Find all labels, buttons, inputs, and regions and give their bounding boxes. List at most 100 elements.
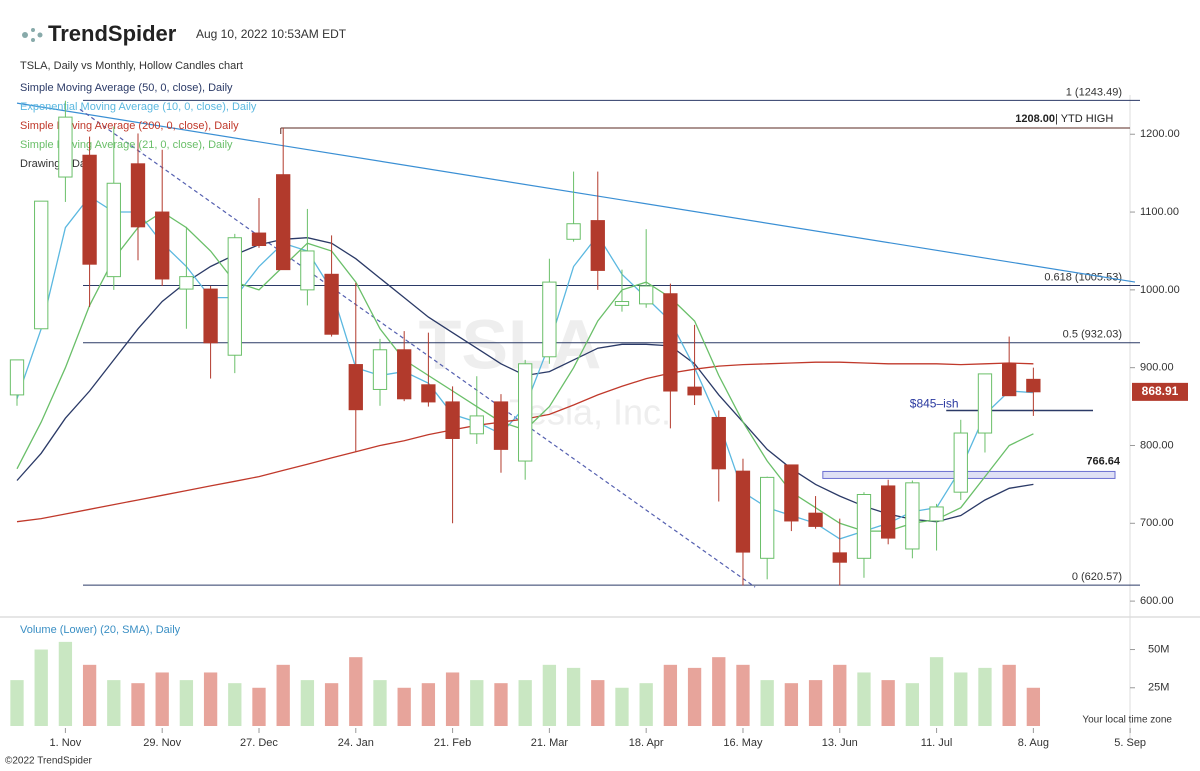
volume-bar bbox=[663, 664, 678, 726]
x-tick-label: 1. Nov bbox=[49, 737, 81, 749]
candle-body bbox=[82, 154, 97, 265]
legend-entry: Simple Moving Average (21, 0, close), Da… bbox=[20, 139, 233, 151]
fib-label: 0.618 (1005.53) bbox=[1044, 271, 1122, 283]
candle-body bbox=[905, 482, 920, 550]
candle-body bbox=[469, 415, 484, 435]
candle-body bbox=[808, 512, 823, 527]
candle-body bbox=[566, 223, 581, 240]
volume-bar bbox=[349, 657, 363, 726]
candle-body bbox=[130, 163, 146, 228]
logo bbox=[22, 28, 43, 42]
volume-bar bbox=[784, 683, 799, 726]
volume-bar bbox=[155, 672, 169, 726]
candle-body bbox=[977, 373, 993, 434]
y-tick-label: 900.00 bbox=[1140, 362, 1174, 374]
volume-bar bbox=[736, 664, 750, 726]
candle-body bbox=[542, 281, 557, 358]
candle-body bbox=[518, 363, 533, 462]
volume-bar bbox=[179, 680, 194, 726]
candle-body bbox=[348, 364, 363, 411]
volume-bar bbox=[131, 683, 145, 726]
candle-body bbox=[856, 494, 872, 559]
x-tick-label: 8. Aug bbox=[1018, 737, 1049, 749]
candle-body bbox=[614, 301, 630, 306]
volume-bar bbox=[445, 672, 460, 726]
volume-bar bbox=[470, 680, 484, 726]
candle-body bbox=[300, 250, 315, 291]
support-label: $845–ish bbox=[910, 397, 959, 411]
x-tick-label: 11. Jul bbox=[921, 737, 953, 749]
candle-body bbox=[784, 464, 799, 522]
volume-bar bbox=[34, 649, 48, 726]
last-price-label: 868.91 bbox=[1142, 384, 1179, 398]
volume-bar bbox=[82, 664, 97, 726]
x-tick-label: 24. Jan bbox=[338, 737, 374, 749]
candle-body bbox=[687, 386, 702, 396]
volume-bar bbox=[373, 680, 387, 726]
watermark: TSLA bbox=[419, 305, 602, 383]
volume-bar bbox=[10, 680, 24, 726]
candle-body bbox=[735, 470, 751, 553]
volume-bar bbox=[760, 680, 774, 726]
timestamp: Aug 10, 2022 10:53AM EDT bbox=[196, 27, 347, 41]
volume-bar bbox=[639, 683, 653, 726]
volume-bar bbox=[978, 667, 992, 726]
volume-bar bbox=[252, 687, 266, 726]
candle-body bbox=[711, 416, 726, 470]
volume-bar bbox=[929, 657, 944, 726]
volume-label: Volume (Lower) (20, SMA), Daily bbox=[20, 624, 181, 636]
volume-bar bbox=[203, 672, 218, 726]
candle-body bbox=[929, 506, 944, 522]
x-tick-label: 5. Sep bbox=[1114, 737, 1146, 749]
volume-bar bbox=[833, 664, 847, 726]
timezone: Your local time zone bbox=[1082, 715, 1172, 726]
candle-body bbox=[203, 288, 218, 344]
volume-tick-label: 25M bbox=[1148, 682, 1169, 694]
candle-body bbox=[663, 293, 678, 392]
volume-bar bbox=[566, 667, 581, 726]
fib-label: 0 (620.57) bbox=[1072, 571, 1122, 583]
candle-body bbox=[493, 401, 509, 450]
candle-body bbox=[1002, 363, 1017, 397]
y-tick-label: 800.00 bbox=[1140, 439, 1174, 451]
x-tick-label: 13. Jun bbox=[822, 737, 858, 749]
x-tick-label: 21. Feb bbox=[434, 737, 471, 749]
legend-entry: Simple Moving Average (200, 0, close), D… bbox=[20, 120, 239, 132]
volume-bar bbox=[1026, 687, 1041, 726]
volume-bar bbox=[591, 680, 605, 726]
x-tick-label: 16. May bbox=[723, 737, 763, 749]
candle-body bbox=[106, 182, 121, 278]
candle-body bbox=[276, 174, 291, 271]
trendline bbox=[79, 108, 756, 588]
volume-bar bbox=[881, 680, 895, 726]
volume-bar bbox=[1002, 664, 1016, 726]
last-price-box bbox=[1132, 382, 1188, 401]
zone-label: 766.64 bbox=[1086, 455, 1121, 467]
volume-bar bbox=[228, 683, 242, 726]
candle-body bbox=[760, 476, 775, 559]
volume-bar bbox=[324, 683, 339, 726]
y-tick-label: 1200.00 bbox=[1140, 128, 1180, 140]
candle-body bbox=[227, 237, 242, 356]
ytd-high-text: | YTD HIGH bbox=[1055, 113, 1113, 125]
candle-body bbox=[58, 116, 73, 178]
y-tick-label: 600.00 bbox=[1140, 595, 1174, 607]
volume-bar bbox=[107, 680, 121, 726]
volume-bar bbox=[954, 672, 968, 726]
volume-bar bbox=[397, 687, 411, 726]
legend-entry: Simple Moving Average (50, 0, close), Da… bbox=[20, 82, 233, 94]
candle-body bbox=[155, 211, 170, 280]
volume-bar bbox=[905, 683, 920, 726]
candle-body bbox=[251, 232, 267, 247]
volume-tick-label: 50M bbox=[1148, 643, 1169, 655]
volume-bar bbox=[687, 667, 702, 726]
candle-body bbox=[9, 359, 25, 396]
candle-body bbox=[397, 349, 412, 400]
copyright: ©2022 TrendSpider bbox=[5, 756, 93, 767]
candle-body bbox=[179, 276, 194, 290]
volume-bar bbox=[300, 680, 315, 726]
brand: TrendSpider bbox=[48, 21, 177, 46]
volume-bar bbox=[58, 641, 73, 726]
chart-name: TSLA, Daily vs Monthly, Hollow Candles c… bbox=[20, 60, 243, 72]
fib-label: 0.5 (932.03) bbox=[1063, 329, 1122, 341]
